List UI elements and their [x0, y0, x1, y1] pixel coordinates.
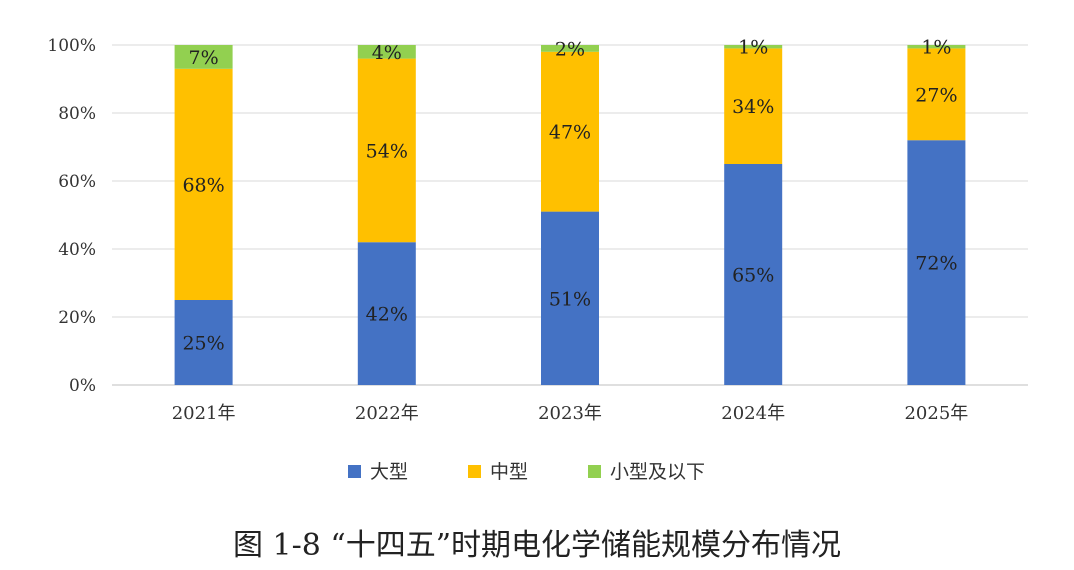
data-label: 68%	[182, 174, 224, 196]
bar-segment	[541, 51, 599, 212]
y-tick-label: 40%	[58, 240, 96, 260]
bar-segment	[724, 164, 783, 385]
y-tick-label: 20%	[58, 308, 96, 328]
legend: 大型 中型 小型及以下	[348, 461, 705, 483]
legend-label: 大型	[370, 461, 408, 483]
bars	[174, 45, 966, 385]
data-label: 1%	[921, 37, 951, 59]
data-label: 2%	[555, 38, 585, 60]
data-label: 34%	[732, 96, 774, 118]
y-tick-label: 0%	[69, 376, 96, 396]
x-tick-label: 2022年	[355, 403, 419, 424]
bar-segment	[907, 45, 966, 49]
bar-segment	[724, 48, 783, 164]
data-label: 7%	[189, 47, 219, 69]
legend-label: 小型及以下	[610, 461, 705, 483]
data-label: 47%	[549, 122, 591, 144]
y-tick-label: 100%	[47, 36, 96, 56]
bar-segment	[541, 45, 599, 52]
data-label: 72%	[915, 253, 957, 275]
y-tick-label: 80%	[58, 104, 96, 124]
legend-swatch	[588, 465, 601, 478]
bar-segment	[907, 48, 966, 141]
data-label: 65%	[732, 265, 774, 287]
x-tick-label: 2024年	[721, 403, 785, 424]
data-label: 54%	[366, 140, 408, 162]
data-label: 51%	[549, 288, 591, 310]
y-tick-label: 60%	[58, 172, 96, 192]
bar-segment	[174, 45, 233, 69]
figure-caption: 图 1-8 “十四五”时期电化学储能规模分布情况	[232, 528, 842, 563]
data-labels: 25% 68% 7% 42% 54% 4% 51% 47% 2% 65% 34% 1% 72% 27% 1%	[182, 37, 957, 355]
bar-segment	[174, 68, 233, 300]
data-label: 25%	[182, 333, 224, 355]
data-label: 42%	[366, 304, 408, 326]
bar-segment	[357, 45, 416, 59]
data-label: 27%	[915, 84, 957, 106]
bar-segment	[724, 45, 783, 49]
chart: 0% 20% 40% 60% 80% 100% 25% 68% 7% 42% 54% 4% 51% 47…	[47, 36, 1028, 483]
x-tick-label: 2023年	[538, 403, 602, 424]
legend-label: 中型	[490, 461, 528, 483]
x-tick-label: 2021年	[172, 403, 236, 424]
x-axis: 2021年 2022年 2023年 2024年 2025年	[172, 403, 969, 424]
legend-swatch	[348, 465, 361, 478]
bar-segment	[357, 58, 416, 243]
data-label: 4%	[372, 42, 402, 64]
bar-segment	[357, 242, 416, 385]
y-axis: 0% 20% 40% 60% 80% 100%	[47, 36, 96, 396]
bar-segment	[907, 140, 966, 385]
bar-segment	[174, 300, 233, 385]
x-tick-label: 2025年	[904, 403, 968, 424]
legend-swatch	[468, 465, 481, 478]
data-label: 1%	[738, 37, 768, 59]
bar-segment	[541, 211, 599, 385]
